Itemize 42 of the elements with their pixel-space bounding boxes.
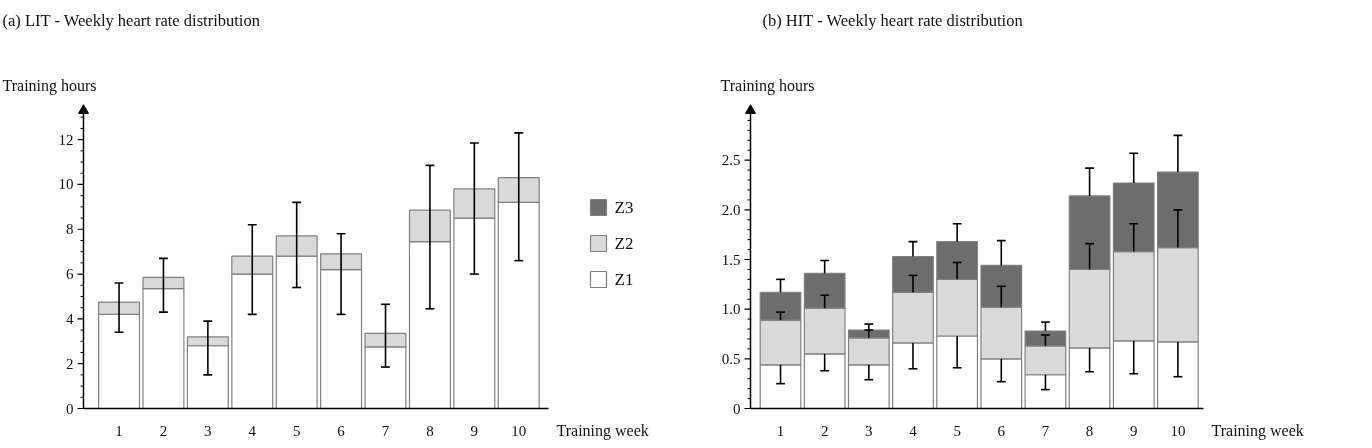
chart-title: (b) HIT - Weekly heart rate distribution: [762, 11, 1023, 30]
x-axis-title: Training week: [556, 422, 649, 440]
x-tick-label: 6: [337, 422, 346, 439]
legend-label: Z3: [614, 198, 634, 217]
y-tick-label: 12: [58, 131, 74, 148]
y-tick-label: 2: [66, 355, 74, 372]
y-axis-title: Training hours: [2, 77, 97, 95]
x-tick-label: 5: [292, 422, 301, 439]
x-tick-label: 9: [1129, 422, 1138, 439]
y-tick-label: 10: [58, 176, 74, 193]
x-tick-label: 8: [426, 422, 434, 439]
x-tick-label: 7: [1041, 422, 1050, 439]
y-axis-title: Training hours: [720, 77, 815, 95]
x-tick-label: 3: [865, 422, 873, 439]
x-tick-label: 1: [115, 422, 123, 439]
x-tick-label: 2: [820, 422, 829, 439]
x-tick-label: 9: [470, 422, 479, 439]
x-tick-label: 5: [953, 422, 961, 439]
y-tick-label: 0: [733, 400, 741, 417]
y-tick-label: 1.0: [721, 301, 741, 318]
x-tick-label: 10: [1170, 422, 1186, 439]
x-tick-label: 3: [204, 422, 212, 439]
legend-label: Z1: [614, 270, 634, 289]
x-tick-label: 4: [248, 422, 257, 439]
y-tick-label: 2.0: [721, 201, 741, 218]
x-tick-label: 7: [381, 422, 390, 439]
x-axis-title: Training week: [1211, 422, 1304, 440]
y-tick-label: 0.5: [721, 350, 741, 367]
x-tick-label: 1: [776, 422, 785, 439]
x-tick-label: 8: [1085, 422, 1094, 439]
y-tick-label: 8: [66, 221, 74, 238]
y-tick-label: 0: [66, 400, 74, 417]
x-tick-label: 2: [159, 422, 168, 439]
legend-label: Z2: [614, 234, 634, 253]
y-tick-label: 1.5: [721, 251, 741, 268]
chart-title: (a) LIT - Weekly heart rate distribution: [2, 11, 260, 30]
y-tick-label: 2.5: [721, 152, 741, 169]
x-tick-label: 6: [997, 422, 1006, 439]
y-tick-label: 4: [66, 310, 74, 327]
y-tick-label: 6: [66, 266, 74, 283]
x-tick-label: 10: [511, 422, 527, 439]
x-tick-label: 4: [909, 422, 918, 439]
